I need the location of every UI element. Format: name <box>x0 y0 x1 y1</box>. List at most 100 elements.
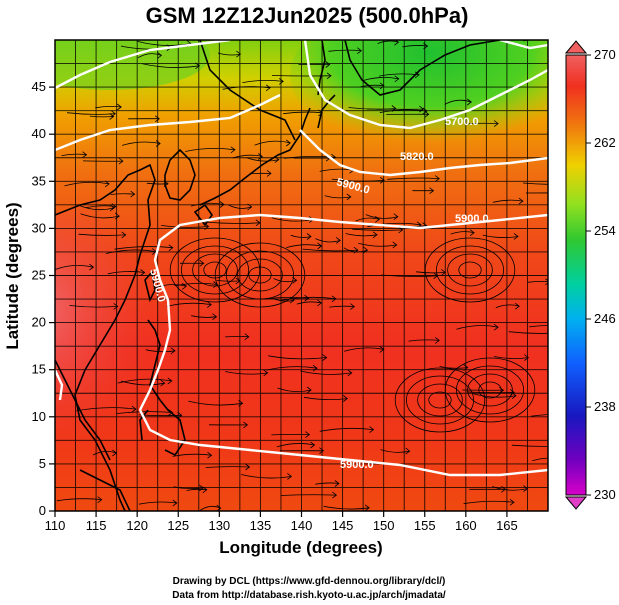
streamline <box>89 115 114 118</box>
streamline <box>64 181 110 187</box>
streamline <box>138 53 162 58</box>
x-tick-label: 135 <box>250 518 272 533</box>
streamline <box>268 355 327 360</box>
streamline-arrow <box>177 411 183 419</box>
streamline <box>466 391 515 394</box>
y-tick-label: 15 <box>32 362 46 377</box>
streamline <box>286 244 322 248</box>
streamline <box>492 486 528 491</box>
streamline <box>365 214 398 219</box>
streamline-arrow <box>104 180 110 188</box>
contour-5820 <box>299 129 548 177</box>
coastline-russia <box>199 40 501 141</box>
streamline-arrow <box>285 139 291 147</box>
streamline <box>290 234 312 238</box>
streamline <box>315 482 339 485</box>
x-tick-label: 115 <box>86 518 107 533</box>
streamline <box>107 271 145 275</box>
streamline-arrow <box>172 499 178 507</box>
streamline-arrow <box>154 115 160 123</box>
vortex-streamline <box>455 365 524 415</box>
streamline <box>266 366 318 371</box>
streamline-arrow <box>419 105 424 113</box>
streamline-arrow <box>109 113 115 120</box>
vortex-streamline <box>458 261 482 279</box>
streamline <box>319 427 374 432</box>
streamline <box>492 199 523 203</box>
streamline <box>532 457 548 462</box>
streamline-arrow <box>155 140 161 147</box>
streamline <box>329 305 355 308</box>
x-tick-label: 165 <box>496 518 518 533</box>
streamline <box>367 222 422 228</box>
streamline-arrow <box>493 323 499 331</box>
streamline-arrow <box>306 386 312 394</box>
streamline <box>110 193 135 195</box>
streamline-arrow <box>559 190 563 196</box>
streamline <box>217 52 241 56</box>
streamline <box>522 182 548 185</box>
streamline <box>153 284 187 289</box>
vortex-streamline <box>192 253 238 287</box>
streamline-arrow <box>369 426 375 433</box>
streamline-arrow <box>167 377 173 385</box>
y-tick-label: 20 <box>32 315 46 330</box>
streamline-arrow <box>319 447 325 455</box>
y-tick-label: 45 <box>32 79 46 94</box>
streamline-arrow <box>310 441 316 449</box>
streamline-arrow <box>469 229 475 237</box>
streamline <box>331 178 385 182</box>
streamline <box>173 486 204 490</box>
streamline <box>228 204 252 209</box>
streamline <box>95 105 122 109</box>
grid-lines <box>55 40 548 511</box>
coastline-taiwan <box>144 270 156 303</box>
streamline-arrow <box>423 42 429 50</box>
streamline <box>205 466 250 468</box>
plot-area: 5900.0 5900.0 5900.0 5900.0 5820.0 5700.… <box>55 40 563 511</box>
streamline <box>174 283 218 287</box>
streamline-arrow <box>266 170 272 177</box>
streamline-arrow <box>523 485 529 492</box>
colorbar-tick-label: 230 <box>594 487 616 502</box>
vortex-streamline <box>467 373 513 407</box>
y-tick-label: 0 <box>39 503 46 518</box>
y-tick-label: 10 <box>32 409 46 424</box>
contour-5900-south <box>55 369 548 477</box>
streamline-arrow <box>379 176 385 184</box>
streamline-arrow <box>318 109 324 117</box>
streamline-arrow <box>379 346 385 353</box>
colorbar-tick-label: 238 <box>594 399 616 414</box>
streamline-arrow <box>493 120 499 127</box>
streamline <box>86 205 116 208</box>
coastline-indochina <box>55 359 111 461</box>
streamline-arrow <box>235 277 241 285</box>
northwest-green-shading <box>55 40 210 90</box>
streamline-arrow <box>219 201 225 208</box>
streamline <box>188 400 243 406</box>
streamline <box>56 498 102 502</box>
streamline-arrow <box>140 269 146 276</box>
streamline <box>508 331 548 334</box>
colorbar-tick-label: 246 <box>594 311 616 326</box>
coastline-japan <box>199 94 336 206</box>
streamline <box>362 77 399 82</box>
streamline <box>408 339 440 342</box>
streamline-arrow <box>230 146 236 154</box>
height-contours <box>55 40 548 477</box>
streamline <box>222 86 271 90</box>
x-tick-label: 155 <box>414 518 436 533</box>
streamline <box>450 231 475 235</box>
streamline <box>494 356 529 359</box>
streamline-arrow <box>198 484 204 492</box>
streamline-arrow <box>429 187 435 195</box>
x-tick-label: 120 <box>126 518 148 533</box>
streamline <box>185 147 235 152</box>
streamline <box>145 349 176 353</box>
streamline-arrow <box>113 303 119 310</box>
credit-line-1: Drawing by DCL (https://www.gfd-dennou.o… <box>173 576 446 587</box>
streamline-arrow <box>434 175 440 182</box>
streamline-arrow <box>243 421 249 429</box>
contour-upper <box>55 93 281 152</box>
